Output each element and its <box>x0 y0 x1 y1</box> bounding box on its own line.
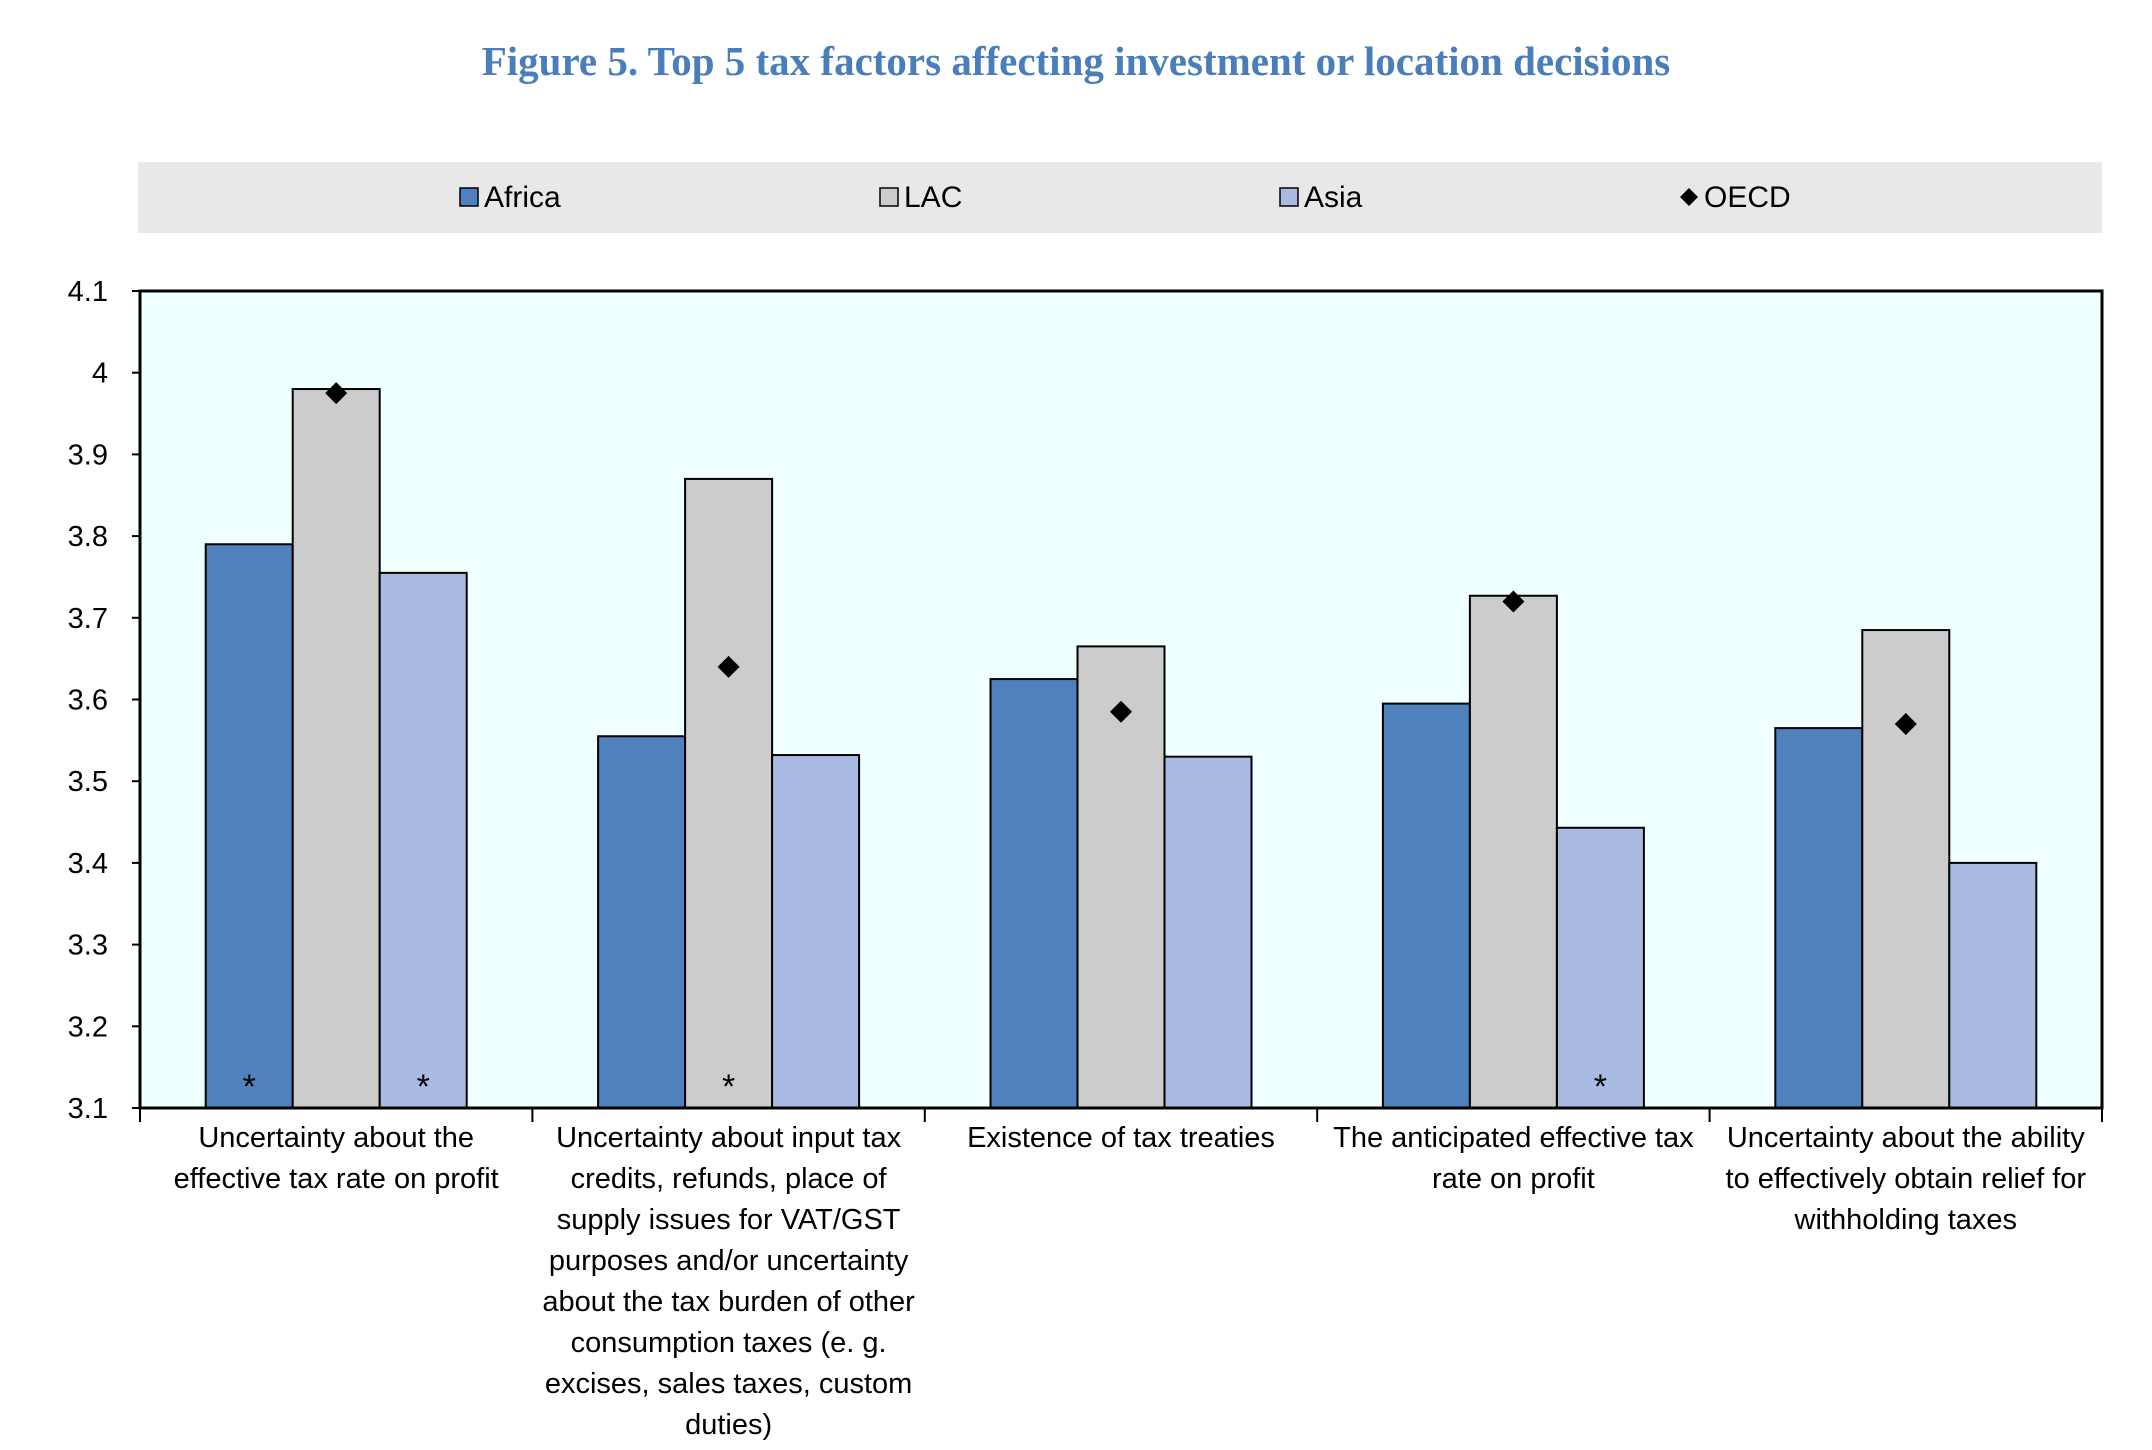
legend-label-lac: LAC <box>904 181 962 214</box>
y-tick-label: 3.8 <box>68 521 108 553</box>
bar-africa-2 <box>597 735 687 1109</box>
legend-swatch-lac <box>879 187 899 207</box>
significance-asterisk: * <box>243 1068 256 1106</box>
legend-swatch-africa <box>459 187 479 207</box>
oecd-marker-2 <box>717 655 740 678</box>
significance-asterisk: * <box>1594 1068 1607 1106</box>
y-tick-label: 3.4 <box>68 848 108 880</box>
legend-label-africa: Africa <box>484 181 561 214</box>
x-category-label-5: Uncertainty about the ability to effectiv… <box>1726 1122 2087 1236</box>
y-tick-label: 4 <box>92 358 108 390</box>
x-category-label-4: The anticipated effective tax rate on pro… <box>1333 1122 1694 1195</box>
legend-swatch-asia <box>1279 187 1299 207</box>
bar-lac-4 <box>1468 594 1558 1109</box>
bar-lac-2 <box>684 477 774 1110</box>
y-axis: 3.1 3.2 3.3 3.4 3.5 3.6 3.7 3.8 3.9 4 4.1 <box>68 276 140 1125</box>
y-tick-label: 3.9 <box>68 439 108 471</box>
bar-lac-1 <box>291 388 381 1110</box>
oecd-marker-5 <box>1894 713 1917 736</box>
bar-asia-3 <box>1163 755 1253 1109</box>
x-category-label-3: Existence of tax treaties <box>967 1122 1275 1154</box>
bar-africa-1 <box>204 543 294 1109</box>
x-axis: Uncertainty about the effective tax rate … <box>139 1108 2103 1441</box>
legend-label-asia: Asia <box>1304 181 1363 214</box>
y-tick-label: 3.5 <box>68 766 108 798</box>
bar-asia-1 <box>378 571 468 1109</box>
y-tick-label: 3.1 <box>68 1093 108 1125</box>
legend-label-oecd: OECD <box>1704 181 1791 214</box>
significance-asterisk: * <box>722 1068 735 1106</box>
bar-lac-3 <box>1076 645 1166 1110</box>
oecd-markers <box>325 382 1917 736</box>
y-tick-label: 3.6 <box>68 685 108 717</box>
oecd-marker-3 <box>1110 700 1132 723</box>
legend-marker-oecd <box>1680 188 1698 206</box>
bar-asia-2 <box>771 754 861 1110</box>
x-category-label-1: Uncertainty about the effective tax rate … <box>174 1122 499 1195</box>
bars: * * * * <box>204 388 2038 1110</box>
bar-asia-5 <box>1948 861 2038 1110</box>
y-tick-label: 3.3 <box>68 930 108 962</box>
y-tick-label: 4.1 <box>68 276 108 308</box>
bar-africa-3 <box>989 678 1079 1109</box>
oecd-marker-1 <box>325 382 348 405</box>
x-category-label-2: Uncertainty about input tax credits, refu… <box>542 1122 915 1441</box>
y-tick-label: 3.7 <box>68 603 108 635</box>
bar-africa-5 <box>1774 727 1864 1109</box>
bar-lac-5 <box>1861 629 1951 1109</box>
bar-asia-4 <box>1555 826 1645 1109</box>
legend-background <box>138 162 2102 233</box>
y-tick-label: 3.2 <box>68 1011 108 1043</box>
chart-title: Figure 5. Top 5 tax factors affecting in… <box>482 38 1671 84</box>
bar-africa-4 <box>1381 702 1471 1110</box>
significance-asterisk: * <box>417 1068 430 1106</box>
oecd-marker-4 <box>1502 590 1525 613</box>
legend: Africa LAC Asia OECD <box>459 181 1791 214</box>
